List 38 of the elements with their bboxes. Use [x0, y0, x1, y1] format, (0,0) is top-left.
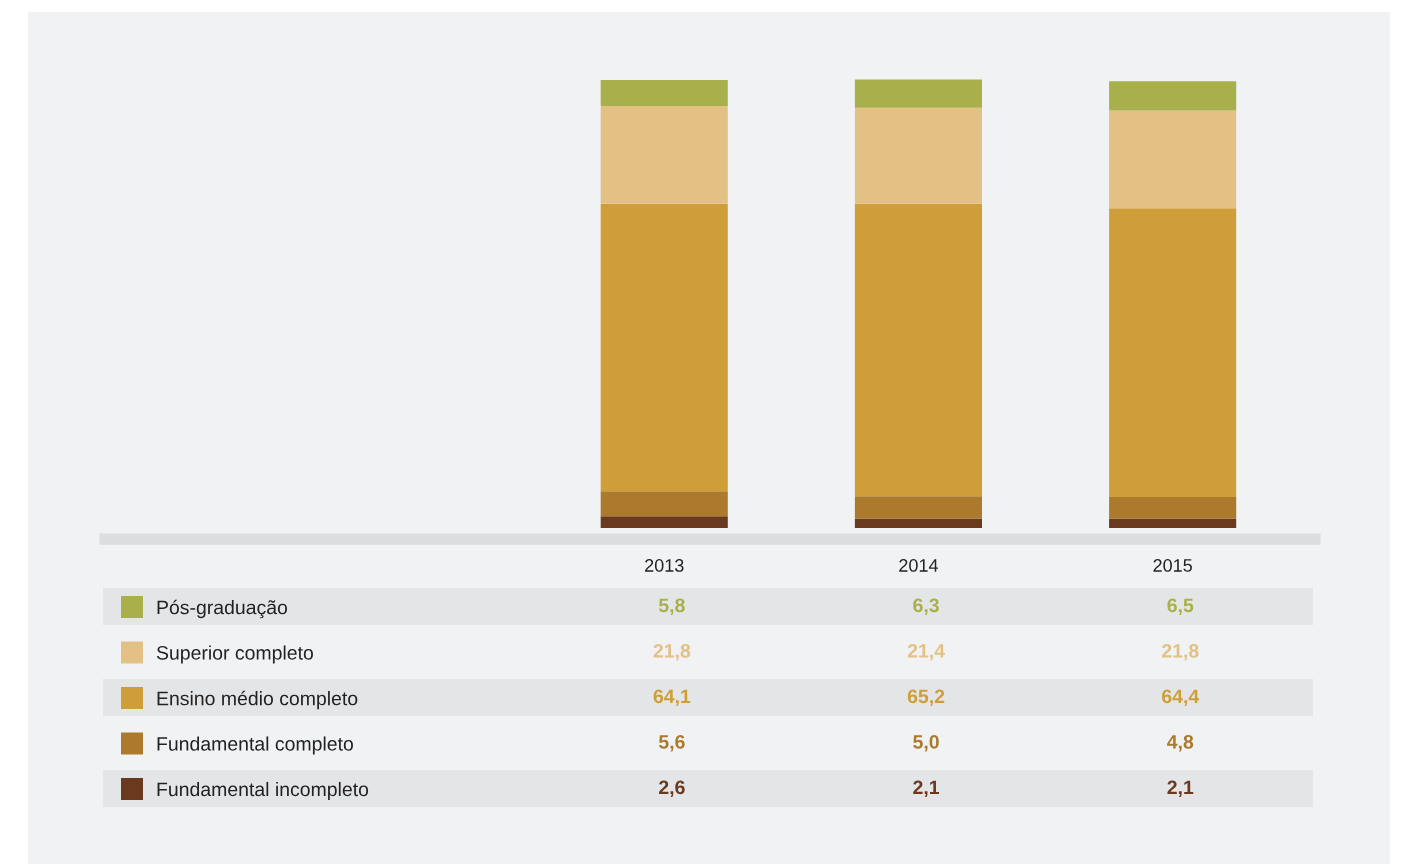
data-label: 5,6	[658, 734, 685, 752]
legend-label: Fundamental completo	[157, 736, 353, 755]
data-label: 6,3	[913, 598, 939, 616]
data-label: 6,5	[1167, 598, 1194, 616]
x-tick-label: 2015	[1153, 559, 1192, 572]
data-label: 21,8	[653, 643, 691, 661]
legend-label: Fundamental incompleto	[157, 781, 369, 801]
data-label: 2,6	[659, 780, 685, 798]
bar	[1109, 110, 1237, 209]
data-label: 64,1	[653, 689, 691, 707]
bar	[854, 496, 982, 519]
bar	[1109, 81, 1237, 111]
legend-label: Pós-graduação	[157, 599, 288, 619]
data-label: 21,4	[907, 643, 945, 661]
data-label: 5,0	[913, 734, 939, 752]
data-label: 2,1	[1167, 780, 1194, 798]
x-tick-label: 2013	[645, 559, 684, 572]
x-tick-label: 2014	[899, 559, 938, 572]
bar	[1109, 518, 1237, 528]
data-label: 2,1	[913, 780, 940, 798]
data-label: 65,2	[907, 689, 945, 707]
data-label: 4,8	[1167, 734, 1194, 752]
data-label: 21,8	[1162, 643, 1199, 661]
data-label: 5,8	[658, 598, 685, 616]
bar	[600, 203, 728, 492]
legend-label: Ensino médio completo	[157, 690, 358, 710]
legend-label: Superior completo	[156, 645, 313, 664]
bar	[854, 79, 982, 108]
data-label: 64,4	[1162, 689, 1200, 707]
bar	[854, 203, 982, 497]
bar	[600, 105, 728, 204]
bar	[600, 79, 728, 106]
bar	[1109, 497, 1237, 519]
bar	[600, 516, 728, 528]
bar	[854, 107, 982, 204]
bar	[854, 518, 982, 528]
bar	[600, 491, 728, 517]
bar	[1109, 208, 1237, 498]
